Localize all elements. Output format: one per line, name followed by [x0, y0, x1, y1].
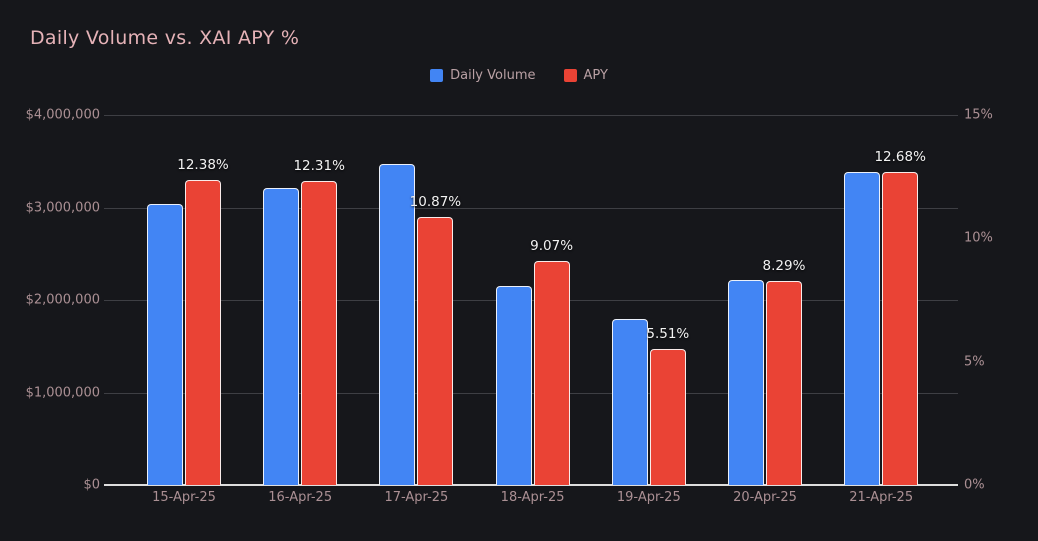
legend-label: APY	[583, 68, 608, 83]
apy-bar[interactable]	[301, 181, 338, 485]
x-axis-tick-label: 20-Apr-25	[733, 490, 797, 505]
left-axis-tick-label: $3,000,000	[25, 200, 100, 215]
volume-bar[interactable]	[728, 279, 764, 485]
gridline	[104, 115, 958, 116]
apy-bar[interactable]	[649, 349, 686, 485]
volume-bar[interactable]	[263, 188, 300, 485]
apy-data-label: 12.68%	[874, 149, 926, 166]
apy-bar[interactable]	[882, 172, 919, 485]
x-axis-tick-label: 21-Apr-25	[849, 490, 914, 505]
x-axis-tick-label: 19-Apr-25	[616, 490, 681, 505]
legend-swatch-icon	[563, 69, 577, 82]
left-axis-tick-label: $2,000,000	[25, 292, 100, 308]
apy-data-label: 9.07%	[530, 238, 574, 255]
legend-item-apy[interactable]: APY	[563, 68, 608, 83]
legend-label: Daily Volume	[450, 68, 536, 83]
apy-data-label: 5.51%	[646, 326, 690, 343]
left-axis-tick-label: $0	[83, 477, 100, 493]
right-axis-tick-label: 0%	[964, 477, 985, 493]
x-axis-tick-label: 17-Apr-25	[384, 490, 449, 505]
left-axis-tick-label: $1,000,000	[25, 385, 100, 400]
legend-swatch-icon	[430, 69, 444, 82]
chart-title: Daily Volume vs. XAI APY %	[30, 27, 300, 49]
gridline	[104, 207, 958, 209]
x-axis-tick-label: 15-Apr-25	[152, 490, 216, 505]
volume-bar[interactable]	[611, 319, 648, 485]
volume-bar[interactable]	[147, 203, 183, 485]
apy-bar[interactable]	[533, 261, 570, 485]
volume-bar[interactable]	[844, 172, 881, 485]
apy-data-label: 12.38%	[177, 156, 229, 173]
apy-data-label: 10.87%	[409, 193, 462, 210]
volume-bar[interactable]	[495, 286, 532, 485]
volume-bar[interactable]	[379, 164, 416, 485]
right-axis-tick-label: 15%	[964, 107, 993, 123]
right-axis-tick-label: 10%	[964, 230, 993, 246]
apy-bar[interactable]	[417, 216, 454, 485]
apy-bar[interactable]	[766, 280, 802, 485]
apy-data-label: 12.31%	[293, 158, 345, 175]
apy-data-label: 8.29%	[762, 257, 806, 274]
legend: Daily Volume APY	[0, 68, 1038, 83]
left-axis-tick-label: $4,000,000	[25, 107, 100, 123]
apy-bar[interactable]	[185, 179, 221, 485]
x-axis-tick-label: 18-Apr-25	[500, 490, 565, 505]
x-axis-tick-label: 16-Apr-25	[268, 490, 333, 505]
right-axis-tick-label: 5%	[964, 354, 985, 370]
legend-item-daily-volume[interactable]: Daily Volume	[430, 68, 536, 83]
x-axis-line	[104, 484, 958, 486]
